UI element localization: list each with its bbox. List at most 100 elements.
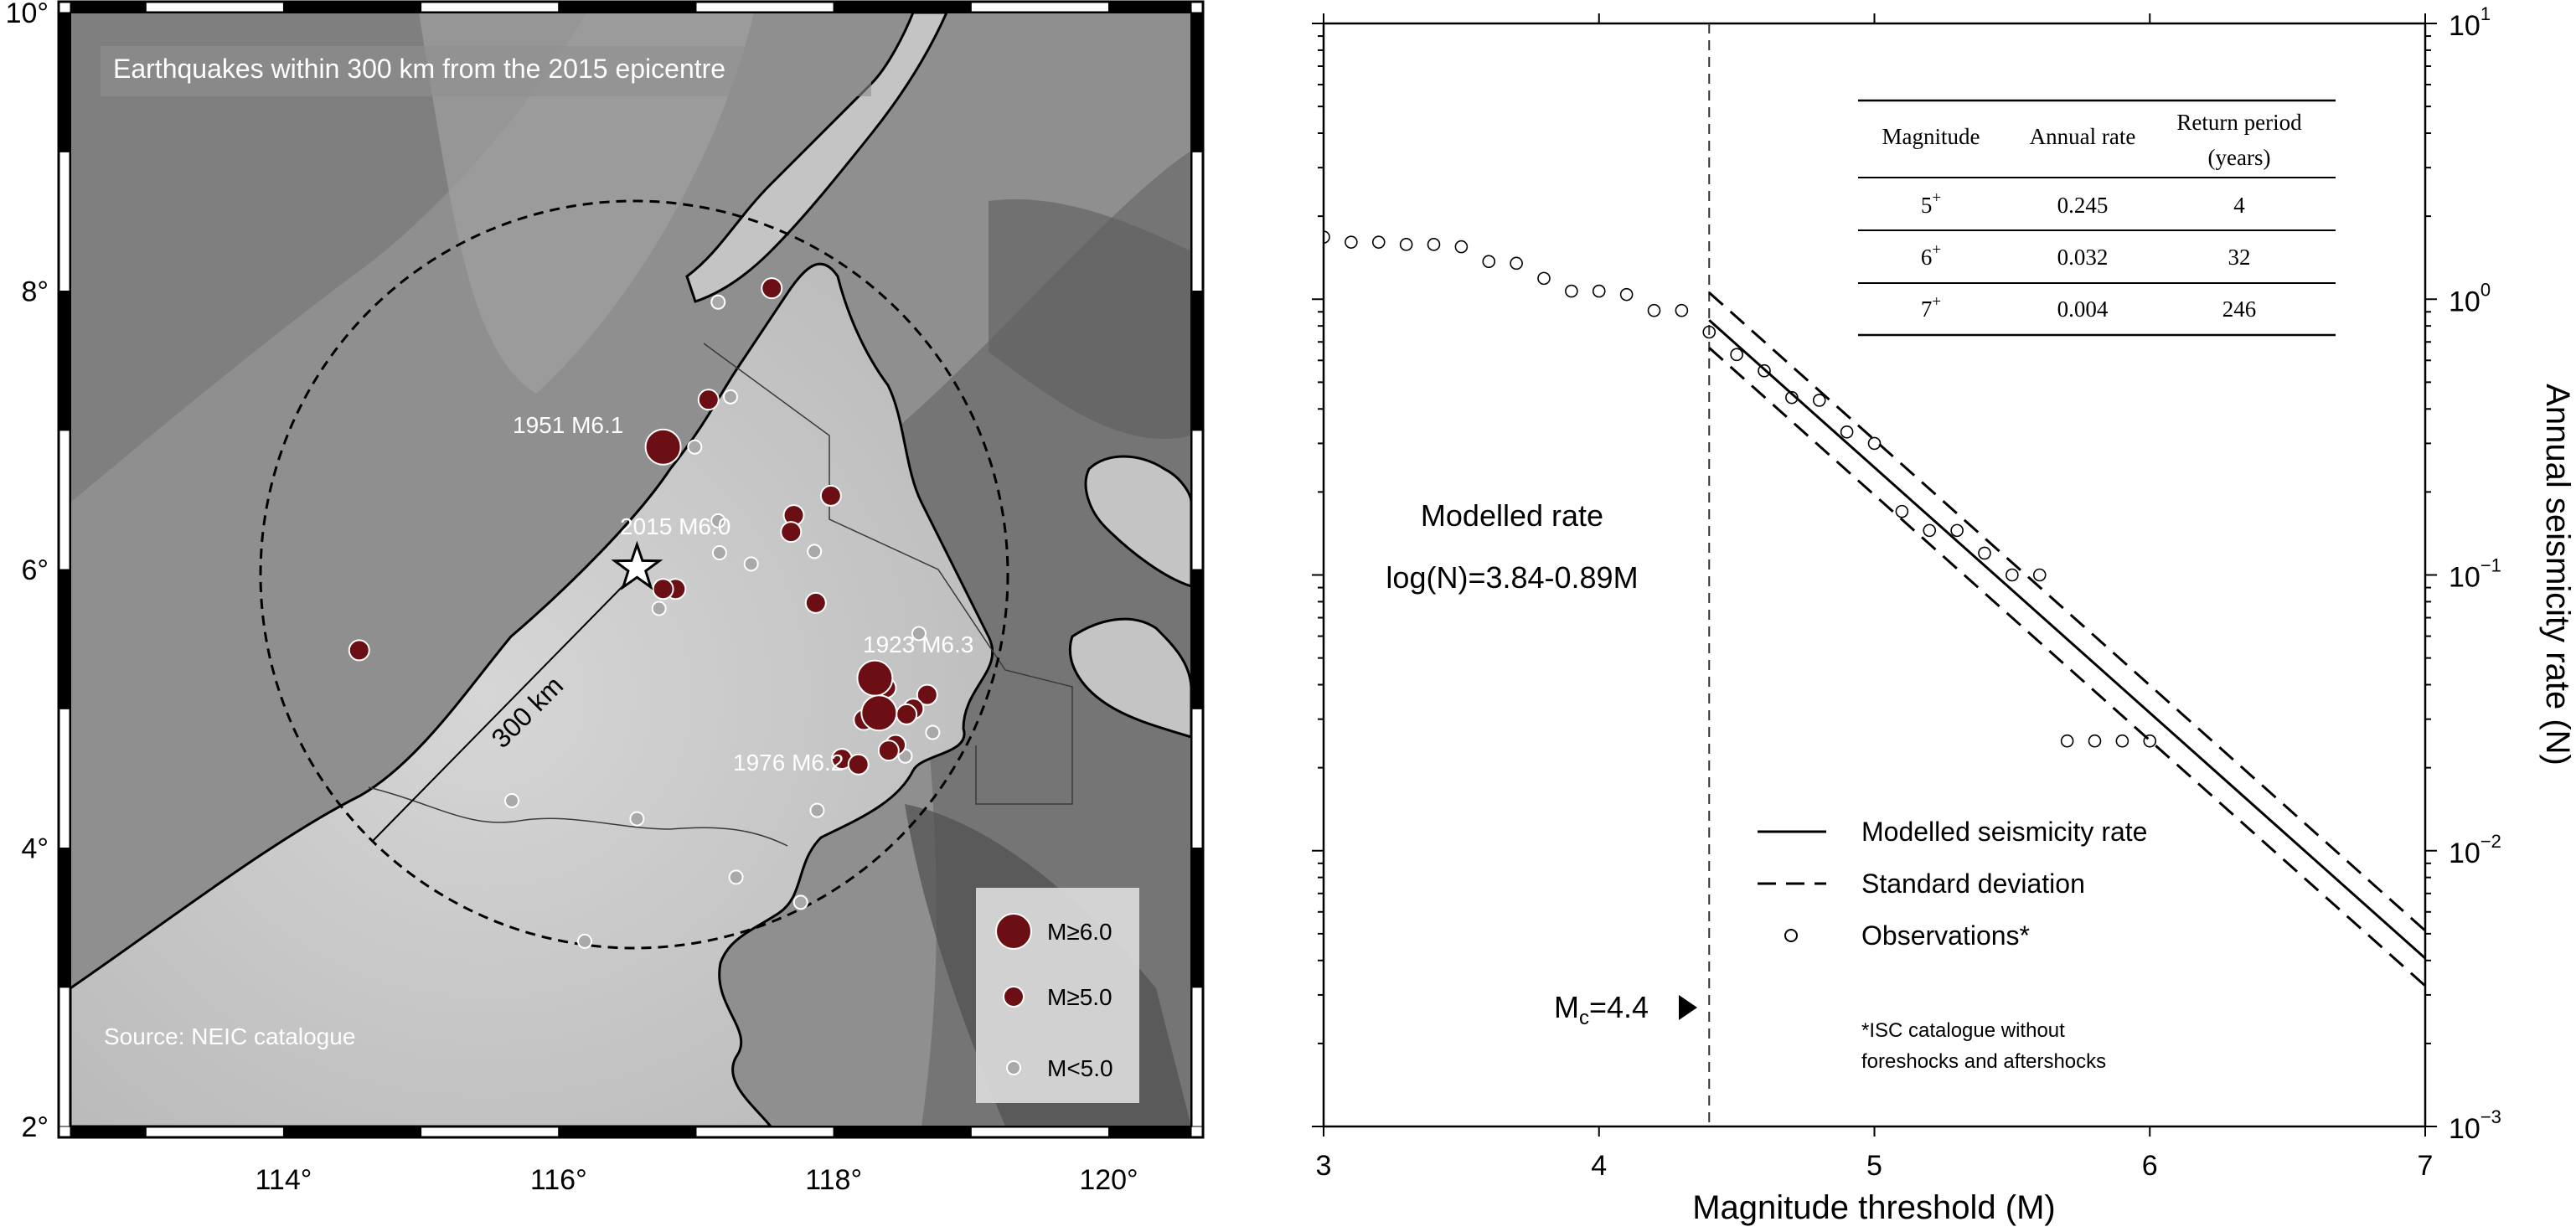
observation-point <box>1454 240 1469 254</box>
event-small-marker <box>577 933 593 949</box>
event-medium-marker <box>804 591 827 614</box>
magnitude-sup: + <box>1932 293 1941 311</box>
std-dev-upper-line <box>1708 291 2425 932</box>
observation-point <box>1785 390 1799 405</box>
observation-point <box>1950 523 1964 538</box>
frame-segment <box>70 1126 147 1137</box>
event-small-marker <box>723 389 739 405</box>
std-dev-lower-line <box>1708 347 2425 987</box>
table-header-magnitude: Magnitude <box>1882 124 1980 149</box>
event-small-marker <box>792 894 808 910</box>
event-medium-marker <box>916 683 938 706</box>
frame-segment <box>59 848 70 988</box>
radius-circle <box>259 199 1009 950</box>
event-medium-marker <box>652 578 674 601</box>
table-cell-magnitude: 5+ <box>1921 189 1941 218</box>
observation-point <box>1840 425 1854 439</box>
lat-tick-label: 4° <box>21 833 49 865</box>
event-small-marker <box>651 601 667 616</box>
table-row: 7+ 0.004 246 <box>1921 293 2256 322</box>
table-cell-rate: 0.004 <box>2057 296 2109 322</box>
observation-point <box>2115 734 2129 748</box>
event-medium-marker <box>761 277 783 300</box>
footnote-line-2: foreshocks and aftershocks <box>1861 1050 2106 1073</box>
map-legend: M≥6.0 M≥5.0 M<5.0 <box>976 888 1139 1103</box>
modelled-rate-title: Modelled rate <box>1421 498 1603 533</box>
annotation-1976: 1976 M6.2 <box>733 750 844 776</box>
lat-tick-label: 8° <box>21 276 49 308</box>
event-small-marker <box>743 556 759 572</box>
plot-area <box>1322 22 2427 1128</box>
magnitude-sup: + <box>1932 241 1941 259</box>
event-medium-marker <box>877 740 900 762</box>
event-small-marker <box>809 802 825 818</box>
mc-arrow-icon <box>1679 995 1697 1020</box>
observation-point <box>1923 523 1937 538</box>
table-row: 5+ 0.245 4 <box>1921 189 2245 218</box>
event-small-marker <box>710 294 726 310</box>
frame-segment <box>1191 569 1203 709</box>
x-tick-label: 7 <box>2418 1150 2434 1182</box>
event-medium-marker <box>819 484 842 507</box>
territorial-line <box>703 343 1073 805</box>
event-small-marker <box>503 792 519 808</box>
observation-point <box>2088 734 2102 748</box>
sulu-islands <box>1068 617 1191 739</box>
border-line <box>368 786 788 847</box>
radius-line <box>372 574 635 842</box>
observation-point <box>1978 546 1991 560</box>
y-axis-title: Annual seismicity rate (N) <box>2539 384 2576 765</box>
map-frame-inner <box>70 12 1192 1127</box>
frame-segment <box>59 12 70 152</box>
y-tick-label: 10−1 <box>2449 555 2501 594</box>
observation-point <box>1675 303 1689 317</box>
title-backdrop <box>101 46 871 96</box>
y-tick-label: 10−2 <box>2449 831 2501 869</box>
frame-segment <box>59 708 70 848</box>
x-axis-title: Magnitude threshold (M) <box>1692 1189 2056 1226</box>
observation-points <box>1324 230 2157 748</box>
map-title: Earthquakes within 300 km from the 2015 … <box>113 54 725 84</box>
event-small-marker <box>807 544 823 559</box>
mc-label-main: M <box>1554 990 1579 1024</box>
table-header-period: Return period <box>2176 110 2302 135</box>
observation-point <box>2143 734 2157 748</box>
footnote-line-1: *ISC catalogue without <box>1861 1019 2065 1042</box>
frame-segment <box>970 1126 1109 1137</box>
observation-point <box>1565 284 1578 298</box>
frame-segment <box>59 151 70 291</box>
lon-tick-label: 116° <box>530 1164 587 1196</box>
borneo-landmass <box>70 262 994 1126</box>
x-tick-label: 5 <box>1866 1150 1882 1182</box>
legend-large-label: M≥6.0 <box>1047 919 1112 945</box>
event-small-marker <box>911 626 927 642</box>
event-markers <box>348 277 941 949</box>
return-period-table: Magnitude Annual rate Return period (yea… <box>1858 99 2336 337</box>
frame-segment <box>695 2 834 13</box>
event-small-marker <box>629 811 645 827</box>
table-cell-period: 246 <box>2222 296 2257 322</box>
event-large-marker <box>856 659 894 697</box>
frame-segment <box>1191 151 1203 291</box>
frame-segment <box>1191 430 1203 570</box>
mc-label: Mc=4.4 <box>1554 990 1649 1029</box>
chart-legend: Modelled seismicity rate Standard deviat… <box>1758 817 2147 1073</box>
observation-point <box>1482 255 1496 269</box>
observation-point <box>2060 734 2074 748</box>
frame-segment <box>282 1126 422 1137</box>
observation-point <box>1592 284 1606 298</box>
legend-stddev-label: Standard deviation <box>1861 869 2085 899</box>
frame-segment <box>282 2 422 13</box>
observation-point <box>1812 394 1826 407</box>
table-cell-rate: 0.245 <box>2057 193 2109 218</box>
magnitude-value: 6 <box>1921 245 1933 270</box>
frame-segment <box>558 2 697 13</box>
frame-segment <box>695 1126 834 1137</box>
table-cell-magnitude: 6+ <box>1921 241 1941 270</box>
frame-segment <box>970 2 1109 13</box>
x-tick-label: 3 <box>1316 1150 1332 1182</box>
legend-observations-label: Observations* <box>1861 920 2030 951</box>
frame-segment <box>1191 291 1203 431</box>
magnitude-value: 5 <box>1921 193 1933 218</box>
event-medium-marker <box>348 639 370 662</box>
